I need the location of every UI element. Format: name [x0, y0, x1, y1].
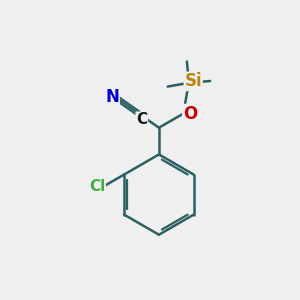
- Text: N: N: [105, 88, 119, 106]
- Text: Cl: Cl: [89, 179, 105, 194]
- Text: Si: Si: [184, 72, 202, 90]
- Text: C: C: [136, 112, 147, 127]
- Text: O: O: [183, 105, 197, 123]
